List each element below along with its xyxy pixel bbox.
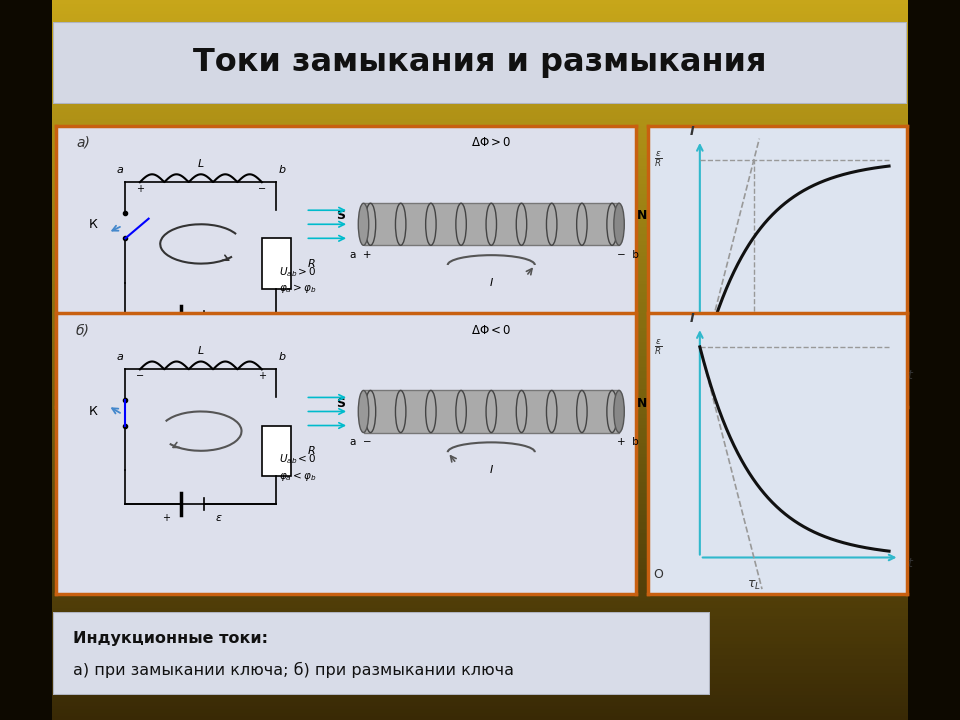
Text: +: +	[258, 372, 266, 382]
Text: S: S	[336, 210, 345, 222]
Text: a: a	[116, 165, 123, 174]
Text: I: I	[490, 465, 492, 475]
Text: +: +	[136, 184, 144, 194]
Text: R: R	[307, 446, 315, 456]
Text: $\tau_L$: $\tau_L$	[747, 579, 761, 592]
Text: t: t	[907, 369, 912, 382]
Text: L: L	[198, 346, 204, 356]
Bar	[364, 203, 619, 246]
Text: К: К	[89, 405, 98, 418]
Text: $\varphi_a < \varphi_b$: $\varphi_a < \varphi_b$	[279, 469, 317, 482]
Text: b: b	[278, 165, 286, 174]
Text: I: I	[689, 125, 694, 138]
Text: a  +: a +	[349, 250, 372, 260]
Text: К: К	[89, 217, 98, 231]
Bar	[262, 426, 291, 476]
Text: $\Delta\Phi > 0$: $\Delta\Phi > 0$	[471, 136, 512, 149]
Ellipse shape	[613, 203, 624, 246]
Text: I: I	[689, 312, 694, 325]
Text: N: N	[637, 397, 647, 410]
Text: а) при замыкании ключа; б) при размыкании ключа: а) при замыкании ключа; б) при размыкани…	[73, 662, 514, 678]
Text: O: O	[654, 381, 663, 394]
FancyBboxPatch shape	[53, 22, 907, 104]
Text: $\frac{\varepsilon}{R}$: $\frac{\varepsilon}{R}$	[655, 150, 662, 169]
Text: $\tau_L$: $\tau_L$	[747, 392, 761, 405]
Text: ε: ε	[215, 326, 222, 336]
Text: I: I	[490, 278, 492, 288]
Text: $\varphi_a > \varphi_b$: $\varphi_a > \varphi_b$	[279, 282, 317, 295]
Text: N: N	[637, 210, 647, 222]
Text: B: B	[679, 205, 686, 215]
Bar	[364, 390, 619, 433]
Text: a  −: a −	[349, 437, 372, 447]
Ellipse shape	[358, 203, 369, 246]
Text: ε: ε	[215, 513, 222, 523]
Text: t: t	[907, 557, 912, 570]
Text: L: L	[198, 159, 204, 169]
Text: −: −	[135, 372, 144, 382]
Text: O: O	[654, 568, 663, 581]
Text: −  b: − b	[617, 250, 638, 260]
Text: +  b: + b	[617, 437, 638, 447]
Text: S: S	[336, 397, 345, 410]
Text: а): а)	[76, 136, 90, 150]
FancyBboxPatch shape	[53, 612, 710, 695]
Text: $U_{ab} < 0$: $U_{ab} < 0$	[279, 452, 317, 466]
Text: a: a	[116, 352, 123, 361]
Text: +: +	[162, 326, 170, 336]
Ellipse shape	[358, 390, 369, 433]
Text: $U_{ab} > 0$: $U_{ab} > 0$	[279, 265, 317, 279]
Text: б): б)	[76, 323, 90, 337]
Text: Токи замыкания и размыкания: Токи замыкания и размыкания	[193, 48, 767, 78]
Text: R: R	[307, 258, 315, 269]
Text: Индукционные токи:: Индукционные токи:	[73, 631, 268, 646]
Text: $\frac{\varepsilon}{R}$: $\frac{\varepsilon}{R}$	[655, 337, 662, 356]
Text: b: b	[278, 352, 286, 361]
Bar	[262, 238, 291, 289]
Text: B: B	[679, 392, 686, 402]
Text: +: +	[162, 513, 170, 523]
Ellipse shape	[613, 390, 624, 433]
Text: $\Delta\Phi < 0$: $\Delta\Phi < 0$	[471, 323, 512, 336]
Text: −: −	[258, 184, 266, 194]
